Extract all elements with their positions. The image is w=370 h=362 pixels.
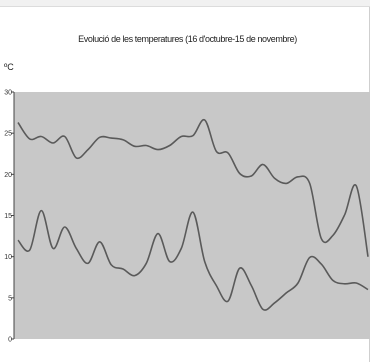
y-tick-label: 20 [4, 172, 12, 179]
series-line-lower [17, 209, 369, 311]
series-line-upper [17, 119, 369, 257]
plot-area [14, 92, 370, 339]
top-strip [0, 0, 370, 7]
chart-title: Evolució de les temperatures (16 d'octub… [78, 34, 297, 44]
y-tick-label: 30 [4, 90, 12, 97]
y-tick-label: 0 [8, 337, 12, 344]
y-tick-label: 5 [8, 295, 12, 302]
y-tick-label: 15 [4, 213, 12, 220]
y-axis-label: ºC [4, 62, 14, 72]
y-tick-label: 10 [4, 254, 12, 261]
y-tick-label: 25 [4, 131, 12, 138]
